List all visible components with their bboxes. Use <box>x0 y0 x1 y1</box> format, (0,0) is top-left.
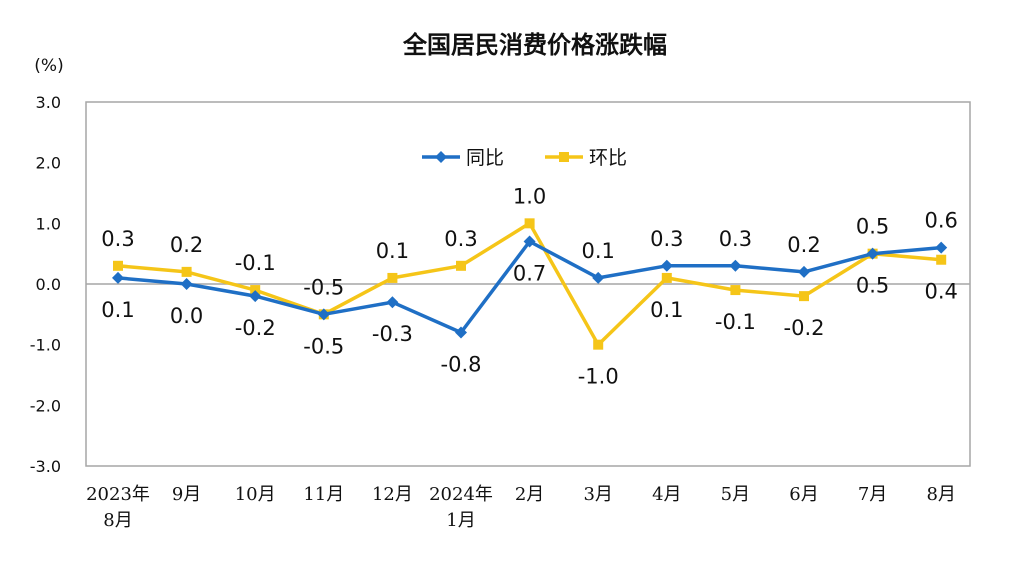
yoy-data-point <box>866 247 879 260</box>
yoy-data-point <box>455 326 467 339</box>
yoy-data-label: 0.6 <box>924 209 957 233</box>
y-axis-ticks: 3.0 2.0 1.0 0.0 -1.0 -2.0 -3.0 <box>30 93 61 476</box>
mom-data-label: 0.2 <box>170 233 203 257</box>
x-tick-label: 12月 <box>372 484 413 505</box>
y-tick-label: -3.0 <box>30 457 61 476</box>
mom-data-point <box>113 260 123 271</box>
y-axis-unit: (%) <box>34 56 63 76</box>
mom-data-point <box>661 272 672 283</box>
mom-data-label: -0.1 <box>235 251 276 275</box>
mom-data-label: 0.1 <box>376 239 409 263</box>
mom-data-label: 0.1 <box>650 298 683 322</box>
y-tick-label: 3.0 <box>36 93 61 112</box>
yoy-data-label: 0.7 <box>513 262 546 286</box>
mom-data-point <box>730 285 741 296</box>
x-tick-label: 2月 <box>515 484 544 505</box>
y-tick-label: 0.0 <box>36 275 61 294</box>
series-layer <box>112 218 948 350</box>
y-tick-label: 2.0 <box>36 154 61 173</box>
legend-label-yoy: 同比 <box>466 147 504 169</box>
x-tick-label: 8月 <box>103 510 132 531</box>
x-tick-label: 1月 <box>446 510 475 531</box>
yoy-data-point <box>798 265 810 278</box>
mom-data-point <box>524 218 535 229</box>
x-axis-ticks: 2023年 8月 9月 10月 11月 12月 2024年 1月 2月 3月 4月 5月 6月 7月 8月 <box>86 484 956 531</box>
yoy-data-label: -0.2 <box>235 316 276 340</box>
yoy-data-point <box>592 271 605 284</box>
yoy-data-label: 0.1 <box>581 239 614 263</box>
yoy-data-label: 0.0 <box>170 304 203 328</box>
data-labels-layer: 0.1 0.0 -0.2 -0.5 -0.3 -0.8 0.7 0.1 0.3 0.3 0.2 0.5… <box>101 184 958 388</box>
legend: 同比 环比 <box>422 147 627 169</box>
chart-title: 全国居民消费价格涨跌幅 <box>402 31 667 59</box>
x-tick-label: 5月 <box>721 484 750 505</box>
legend-item-mom: 环比 <box>545 147 627 169</box>
x-tick-label: 8月 <box>926 484 955 505</box>
yoy-data-label: -0.3 <box>372 322 413 346</box>
mom-data-point <box>456 260 466 271</box>
mom-data-label: 0.3 <box>101 227 134 251</box>
mom-data-label: 0.4 <box>924 280 957 304</box>
x-tick-label: 7月 <box>858 484 887 505</box>
legend-label-mom: 环比 <box>589 147 627 169</box>
mom-data-point <box>936 254 947 265</box>
yoy-data-point <box>386 296 399 309</box>
x-tick-label: 2023年 <box>86 484 150 505</box>
legend-square-marker <box>559 152 569 162</box>
mom-data-point <box>799 291 809 302</box>
y-tick-label: -2.0 <box>30 396 61 415</box>
yoy-data-point <box>112 271 124 284</box>
mom-data-point <box>387 272 398 283</box>
yoy-data-label: 0.2 <box>787 233 820 257</box>
mom-data-label: 1.0 <box>513 184 546 208</box>
mom-data-label: 0.5 <box>856 274 889 298</box>
yoy-data-point <box>729 259 742 272</box>
mom-data-label: -1.0 <box>578 365 619 389</box>
yoy-data-label: 0.3 <box>650 227 683 251</box>
yoy-data-point <box>180 278 193 290</box>
x-tick-label: 2024年 <box>429 484 493 505</box>
yoy-data-label: -0.5 <box>303 334 344 358</box>
x-tick-label: 11月 <box>303 484 344 505</box>
yoy-data-point <box>249 290 262 303</box>
mom-data-label: -0.2 <box>784 316 825 340</box>
yoy-data-label: 0.1 <box>101 298 134 322</box>
x-tick-label: 10月 <box>235 484 276 505</box>
yoy-data-point <box>523 235 536 248</box>
legend-item-yoy: 同比 <box>422 147 504 169</box>
yoy-data-label: -0.8 <box>441 353 482 377</box>
mom-data-label: -0.1 <box>715 310 756 334</box>
x-tick-label: 6月 <box>789 484 818 505</box>
mom-data-label: -0.5 <box>303 275 344 299</box>
yoy-data-point <box>660 259 673 272</box>
mom-data-point <box>181 266 192 277</box>
yoy-data-point <box>317 308 330 321</box>
yoy-data-label: 0.3 <box>719 227 752 251</box>
legend-diamond-marker <box>435 151 447 163</box>
mom-data-label: 0.3 <box>444 227 477 251</box>
x-tick-label: 4月 <box>652 484 681 505</box>
x-tick-label: 9月 <box>172 484 201 505</box>
yoy-data-label: 0.5 <box>856 215 889 239</box>
yoy-data-point <box>935 241 948 254</box>
y-tick-label: 1.0 <box>36 214 61 233</box>
mom-data-point <box>593 339 604 350</box>
x-tick-label: 3月 <box>583 484 612 505</box>
mom-data-point <box>250 285 261 296</box>
y-tick-label: -1.0 <box>30 336 61 355</box>
